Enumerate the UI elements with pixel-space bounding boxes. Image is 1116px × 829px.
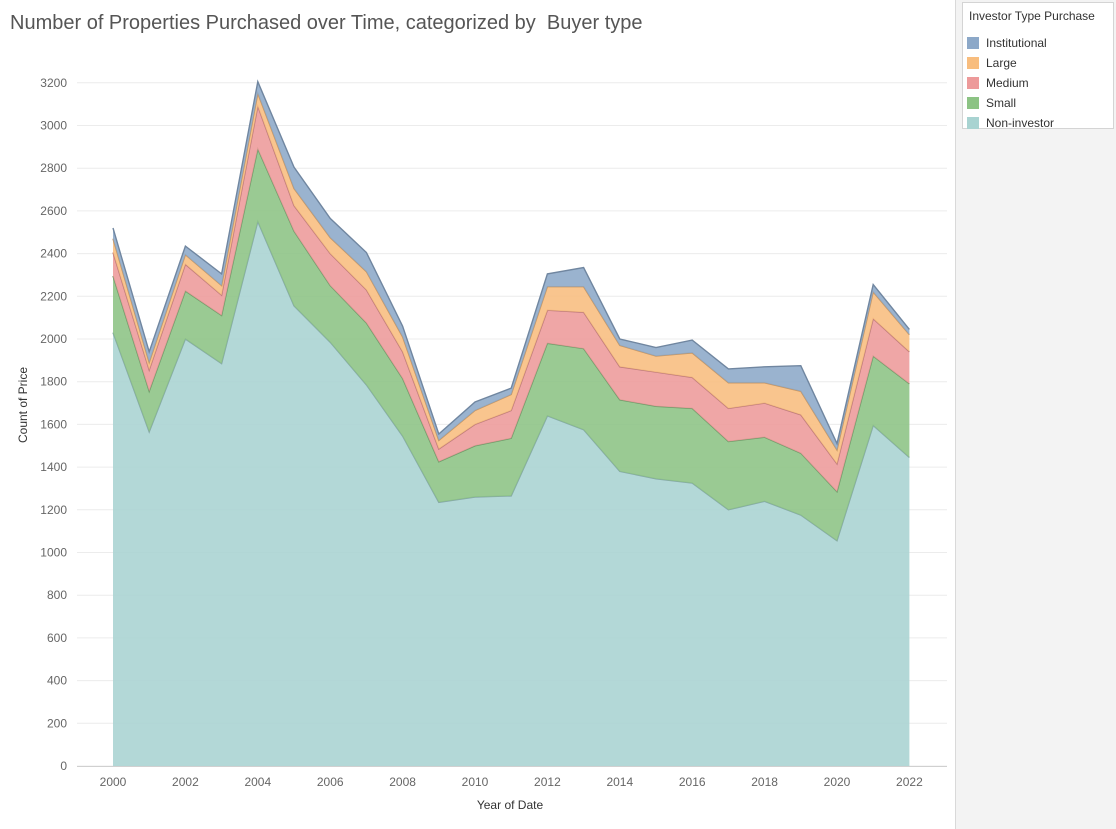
legend[interactable]: Investor Type Purchase Institutional Lar…: [962, 2, 1114, 131]
area-institutional: [113, 81, 910, 450]
y-tick-label: 600: [47, 631, 67, 645]
y-tick-label: 1800: [40, 375, 67, 389]
legend-swatch: [967, 97, 979, 109]
legend-item-institutional[interactable]: Institutional: [967, 35, 1047, 51]
y-tick-label: 1000: [40, 546, 67, 560]
x-tick-label: 2008: [389, 775, 416, 789]
legend-item-non-investor[interactable]: Non-investor: [967, 115, 1054, 131]
legend-label: Large: [986, 56, 1017, 70]
legend-label: Non-investor: [986, 116, 1055, 130]
area-line-institutional: [112, 79, 910, 446]
legend-item-medium[interactable]: Medium: [967, 75, 1029, 91]
y-tick-label: 0: [60, 759, 67, 773]
y-tick-label: 2800: [40, 161, 67, 175]
legend-item-small[interactable]: Small: [967, 95, 1016, 111]
chart-title: Number of Properties Purchased over Time…: [10, 12, 643, 34]
x-tick-label: 2002: [172, 775, 199, 789]
x-tick-label: 2016: [679, 775, 706, 789]
y-tick-label: 800: [47, 588, 67, 602]
x-tick-label: 2010: [462, 775, 489, 789]
y-tick-label: 2400: [40, 247, 67, 261]
x-tick-label: 2018: [751, 775, 778, 789]
y-tick-label: 2200: [40, 289, 67, 303]
y-tick-label: 1200: [40, 503, 67, 517]
stacked-area-chart: 0 200 400 600 800 1000 1200 1400 1600 1800 2000 220…: [16, 76, 947, 812]
y-tick-label: 1600: [40, 417, 67, 431]
x-tick-label: 2004: [244, 775, 271, 789]
legend-title: Investor Type Purchase: [969, 9, 1095, 23]
x-tick-label: 2006: [317, 775, 344, 789]
y-tick-label: 3000: [40, 119, 67, 133]
y-tick-label: 400: [47, 674, 67, 688]
y-tick-label: 3200: [40, 76, 67, 90]
area-large: [113, 93, 910, 464]
area-small: [113, 149, 910, 541]
legend-label: Medium: [986, 76, 1029, 90]
legend-label: Institutional: [986, 36, 1047, 50]
y-axis-title: Count of Price: [16, 367, 30, 443]
x-tick-label: 2014: [606, 775, 633, 789]
legend-item-large[interactable]: Large: [967, 55, 1017, 71]
area-non-investor: [113, 221, 910, 767]
side-panel: [955, 0, 1116, 829]
area-medium: [113, 106, 910, 492]
x-tick-label: 2000: [100, 775, 127, 789]
legend-swatch: [967, 57, 979, 69]
y-tick-label: 2000: [40, 332, 67, 346]
legend-swatch: [967, 37, 979, 49]
legend-label: Small: [986, 96, 1017, 110]
y-tick-label: 1400: [40, 460, 67, 474]
legend-swatch: [967, 77, 979, 89]
x-tick-label: 2012: [534, 775, 561, 789]
y-tick-label: 200: [47, 716, 67, 730]
y-tick-label: 2600: [40, 204, 67, 218]
legend-swatch: [967, 117, 979, 129]
x-tick-label: 2022: [896, 775, 923, 789]
x-tick-label: 2020: [824, 775, 851, 789]
x-axis-title: Year of Date: [477, 798, 544, 812]
